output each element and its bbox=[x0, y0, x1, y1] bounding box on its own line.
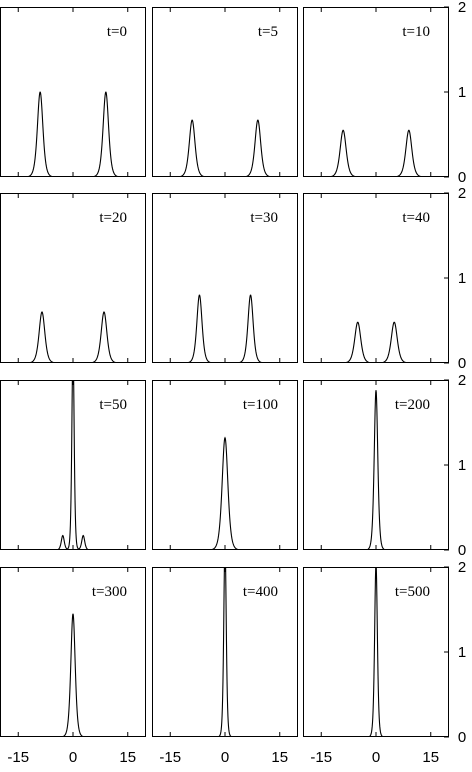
x-tick-label: 15 bbox=[271, 749, 288, 766]
panel-label: t=0 bbox=[107, 24, 127, 40]
series-line bbox=[0, 613, 146, 737]
y-tick-label: 1 bbox=[458, 84, 466, 101]
panel-t-400: -15 0 15 t=400 bbox=[152, 567, 298, 766]
panel-t-500: 0 1 2 -15 0 15 t=500 bbox=[303, 559, 466, 766]
series-line bbox=[152, 119, 298, 177]
series-line bbox=[0, 91, 146, 177]
series-line bbox=[303, 129, 449, 177]
panel-label: t=500 bbox=[395, 584, 430, 600]
panel-label: t=400 bbox=[243, 584, 278, 600]
panel-t-100: t=100 bbox=[152, 380, 298, 550]
panel-label: t=300 bbox=[92, 584, 127, 600]
panel-label: t=20 bbox=[99, 210, 127, 226]
panel-label: t=30 bbox=[250, 210, 278, 226]
y-tick-label: 2 bbox=[458, 559, 466, 576]
panel-label: t=40 bbox=[402, 210, 430, 226]
series-line bbox=[303, 390, 449, 550]
panel-t-300: -15 0 15 t=300 bbox=[0, 567, 146, 766]
series-line bbox=[152, 294, 298, 363]
y-tick-label: 2 bbox=[458, 372, 466, 389]
panel-label: t=5 bbox=[258, 24, 278, 40]
y-tick-label: 0 bbox=[458, 355, 466, 372]
x-tick-label: 0 bbox=[69, 749, 77, 766]
y-tick-label: 0 bbox=[458, 542, 466, 559]
y-tick-label: 1 bbox=[458, 270, 466, 287]
panel-t-40: 0 1 2 t=40 bbox=[303, 185, 466, 372]
y-tick-label: 1 bbox=[458, 644, 466, 661]
x-tick-label: -15 bbox=[7, 749, 29, 766]
panel-t-10: 0 1 2 t=10 bbox=[303, 0, 466, 186]
y-tick-label: 2 bbox=[458, 0, 466, 16]
x-tick-label: -15 bbox=[159, 749, 181, 766]
panel-t-30: t=30 bbox=[152, 193, 298, 363]
x-tick-label: -15 bbox=[310, 749, 332, 766]
x-tick-label: 0 bbox=[372, 749, 380, 766]
panel-t-0: t=0 bbox=[0, 7, 146, 177]
series-line bbox=[303, 321, 449, 363]
x-tick-label: 15 bbox=[119, 749, 136, 766]
panel-t-5: t=5 bbox=[152, 7, 298, 177]
y-tick-label: 2 bbox=[458, 185, 466, 202]
panel-t-20: t=20 bbox=[0, 193, 146, 363]
x-tick-label: 15 bbox=[422, 749, 439, 766]
panel-label: t=100 bbox=[243, 397, 278, 413]
x-tick-label: 0 bbox=[221, 749, 229, 766]
y-tick-label: 0 bbox=[458, 729, 466, 746]
panel-t-200: 0 1 2 t=200 bbox=[303, 372, 466, 559]
y-tick-label: 0 bbox=[458, 169, 466, 186]
panel-t-50: t=50 bbox=[0, 380, 146, 550]
series-line bbox=[0, 311, 146, 363]
panel-label: t=200 bbox=[395, 397, 430, 413]
y-tick-label: 1 bbox=[458, 457, 466, 474]
panel-label: t=50 bbox=[99, 397, 127, 413]
series-line bbox=[0, 380, 146, 550]
series-line bbox=[152, 436, 298, 550]
panel-label: t=10 bbox=[402, 24, 430, 40]
